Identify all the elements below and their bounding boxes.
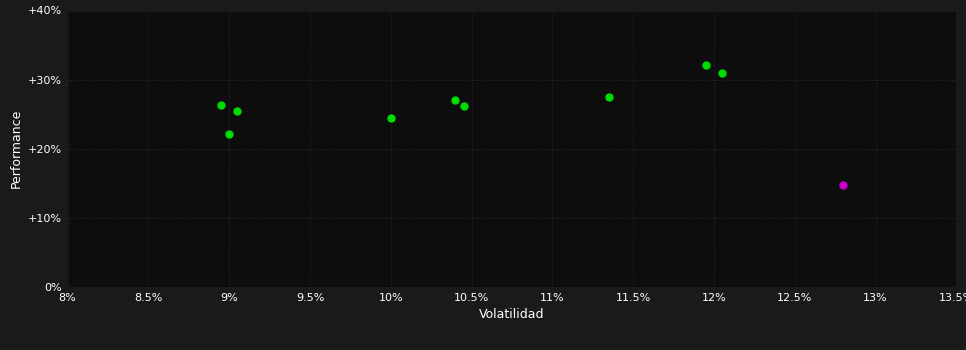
Point — [221, 132, 237, 137]
X-axis label: Volatilidad: Volatilidad — [479, 308, 545, 321]
Point — [384, 116, 399, 121]
Point — [456, 103, 471, 109]
Y-axis label: Performance: Performance — [10, 109, 22, 188]
Point — [836, 182, 851, 188]
Point — [213, 103, 229, 108]
Point — [230, 108, 245, 114]
Point — [447, 98, 463, 103]
Point — [601, 94, 616, 100]
Point — [698, 62, 714, 68]
Point — [714, 71, 729, 76]
